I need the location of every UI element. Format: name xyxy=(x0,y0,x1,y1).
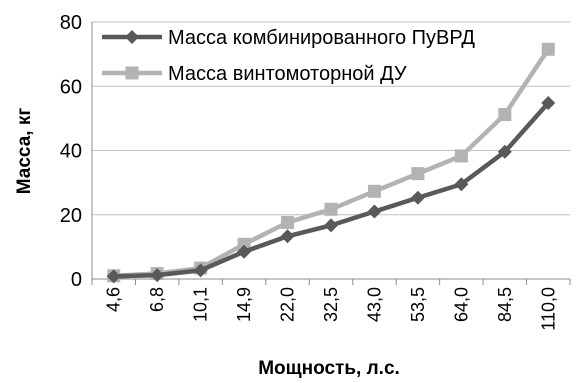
legend: Масса комбинированного ПуВРД Масса винтом… xyxy=(102,27,475,85)
y-tick-label: 40 xyxy=(60,141,82,163)
x-tick-label: 10,1 xyxy=(191,287,211,322)
data-point xyxy=(497,144,512,159)
data-point xyxy=(367,204,382,219)
y-tick-label: 0 xyxy=(71,269,82,291)
x-tick-label: 110,0 xyxy=(538,287,558,331)
data-point xyxy=(541,95,556,110)
series xyxy=(106,42,556,284)
x-tick-label: 43,0 xyxy=(364,287,384,322)
data-point xyxy=(280,229,295,244)
y-axis-title: Масса, кг xyxy=(14,108,35,195)
legend-label: Масса комбинированного ПуВРД xyxy=(168,27,475,49)
data-point xyxy=(454,149,468,163)
data-point xyxy=(106,269,121,284)
axes xyxy=(91,22,571,285)
data-point xyxy=(324,202,338,216)
data-point xyxy=(193,263,208,278)
series-line xyxy=(113,101,550,279)
data-point xyxy=(281,215,295,229)
data-point xyxy=(454,177,469,192)
legend-item-2: Масса винтомоторной ДУ xyxy=(102,63,407,85)
x-tick-label: 64,0 xyxy=(451,287,471,322)
y-tick-label: 60 xyxy=(60,76,82,98)
data-point xyxy=(541,42,555,56)
x-tick-label: 6,8 xyxy=(147,287,167,312)
x-tick-label: 84,5 xyxy=(495,287,515,322)
x-axis-title: Мощность, л.с. xyxy=(258,358,400,379)
data-point xyxy=(324,218,338,233)
data-point xyxy=(237,244,252,259)
data-point xyxy=(411,167,425,181)
legend-marker xyxy=(125,66,139,80)
x-tick-label: 14,9 xyxy=(234,287,254,322)
legend-marker xyxy=(125,30,139,44)
y-tick-label: 20 xyxy=(60,205,82,227)
x-tick-label: 22,0 xyxy=(278,287,298,322)
data-point xyxy=(150,268,165,283)
series-1 xyxy=(106,95,556,284)
legend-label: Масса винтомоторной ДУ xyxy=(168,63,407,85)
data-point xyxy=(410,190,425,205)
data-point xyxy=(367,184,381,198)
data-point xyxy=(498,108,512,122)
tick-labels: 0 20 40 60 80 4,6 6,8 10,1 14,9 22,0 32,5 43,0 53,5 6… xyxy=(60,12,559,331)
x-tick-label: 32,5 xyxy=(321,287,341,322)
legend-item-1: Масса комбинированного ПуВРД xyxy=(102,27,475,49)
y-tick-label: 80 xyxy=(60,12,82,34)
data-point xyxy=(237,237,251,251)
x-tick-label: 53,5 xyxy=(408,287,428,322)
x-tick-label: 4,6 xyxy=(104,287,124,312)
